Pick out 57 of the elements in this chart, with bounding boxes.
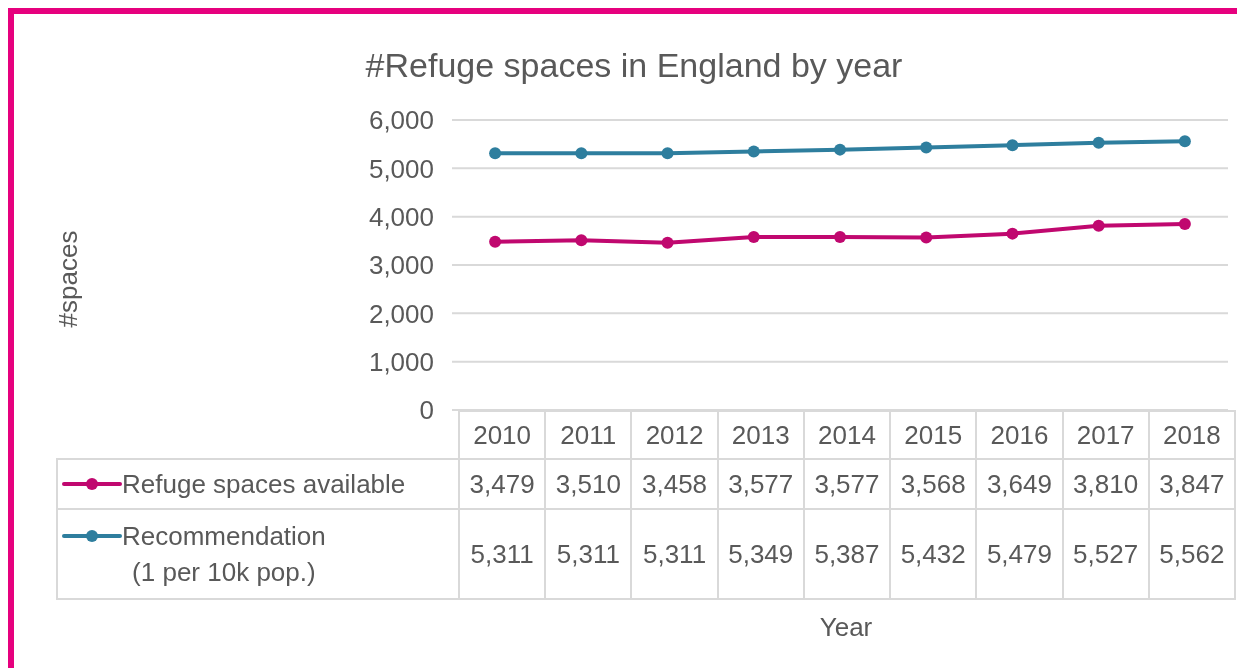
- y-tick-label: 4,000: [368, 201, 434, 232]
- point: [920, 231, 933, 244]
- chart-title: #Refuge spaces in England by year: [364, 46, 904, 85]
- legend-label: Recommendation (1 per 10k pop.): [122, 519, 326, 589]
- y-tick-label: 6,000: [368, 105, 434, 136]
- point: [489, 235, 502, 248]
- x-tick-label: 2016: [976, 411, 1063, 459]
- data-label: 5,432: [890, 509, 977, 599]
- point: [1178, 218, 1191, 231]
- point: [1006, 227, 1019, 240]
- y-tick-label: 1,000: [368, 346, 434, 377]
- x-tick-label: 2012: [631, 411, 718, 459]
- data-label: 3,479: [459, 459, 546, 509]
- x-tick-label: 2011: [545, 411, 632, 459]
- text: Year: [818, 612, 874, 643]
- data-label: 5,562: [1148, 509, 1235, 599]
- text: #spaces: [52, 230, 84, 328]
- point: [1092, 136, 1105, 149]
- point: [661, 236, 674, 249]
- data-label: 3,577: [803, 459, 891, 509]
- point: [1092, 219, 1105, 232]
- data-label: 5,527: [1062, 509, 1149, 599]
- y-tick-label: 2,000: [368, 298, 434, 329]
- data-label: 3,568: [890, 459, 977, 509]
- data-label: 3,649: [976, 459, 1063, 509]
- x-tick-label: 2017: [1062, 411, 1149, 459]
- point: [834, 231, 846, 244]
- data-label: 5,311: [459, 509, 546, 599]
- point: [920, 141, 933, 154]
- point: [661, 147, 674, 160]
- x-tick-label: 2015: [890, 411, 977, 459]
- y-tick-label: 0: [419, 395, 434, 426]
- data-label: 5,479: [976, 509, 1063, 599]
- data-label: 3,577: [717, 459, 804, 509]
- data-label: 5,311: [545, 509, 632, 599]
- point: [1178, 135, 1191, 148]
- point: [575, 147, 588, 160]
- y-tick-label: 3,000: [368, 250, 434, 281]
- x-tick-label: 2013: [717, 411, 804, 459]
- data-label: 5,311: [631, 509, 718, 599]
- point: [1006, 139, 1019, 152]
- data-label: 3,810: [1062, 459, 1149, 509]
- point: [747, 145, 760, 158]
- point: [834, 143, 846, 156]
- data-label: 3,458: [631, 459, 718, 509]
- point: [747, 231, 760, 244]
- data-label: 3,847: [1148, 459, 1235, 509]
- x-tick-label: 2010: [459, 411, 546, 459]
- data-label: 5,349: [717, 509, 804, 599]
- x-tick-label: 2014: [803, 411, 891, 459]
- point: [575, 234, 588, 247]
- y-tick-label: 5,000: [368, 153, 434, 184]
- point: [489, 147, 502, 160]
- data-label: 3,510: [545, 459, 632, 509]
- legend-label: Refuge spaces available: [122, 467, 406, 501]
- data-label: 5,387: [803, 509, 891, 599]
- x-tick-label: 2018: [1148, 411, 1235, 459]
